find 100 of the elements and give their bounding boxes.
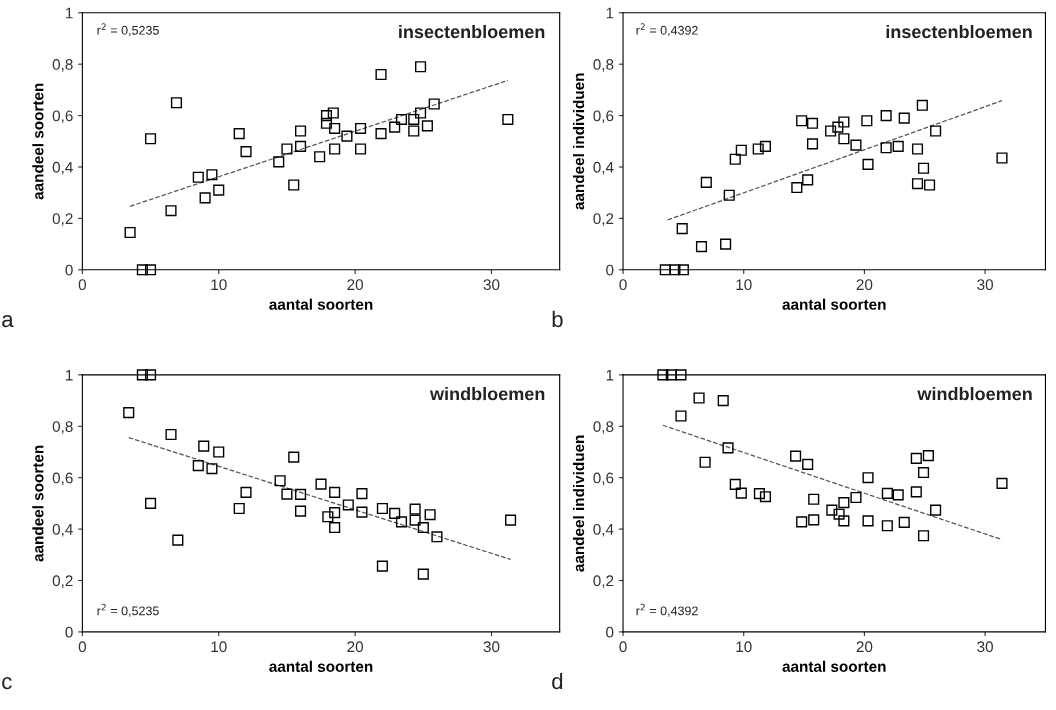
x-tick-label: 20 (347, 279, 364, 291)
point (862, 515, 874, 527)
point (233, 502, 245, 515)
point (717, 395, 729, 407)
y-tick-label: 0,2 (52, 213, 73, 226)
point (320, 110, 333, 122)
point (833, 508, 845, 520)
point (288, 451, 300, 463)
point (240, 486, 252, 498)
point (838, 497, 850, 509)
y-tick-label: 0,4 (52, 523, 73, 537)
point (723, 189, 735, 201)
point (144, 264, 157, 276)
y-tick-label: 0,2 (593, 213, 614, 226)
point (910, 486, 922, 498)
point (675, 410, 687, 422)
point (295, 125, 307, 137)
point (796, 516, 808, 528)
point (281, 488, 293, 500)
point (838, 116, 850, 128)
point (759, 491, 772, 503)
point (136, 369, 148, 381)
point (752, 143, 764, 155)
point (722, 442, 734, 454)
x-tick-label: 0 (78, 279, 87, 291)
point (735, 144, 747, 156)
point (720, 238, 732, 250)
point (389, 121, 401, 133)
point (759, 140, 772, 152)
point (192, 460, 204, 472)
point (832, 121, 844, 133)
x-tick-label: 10 (211, 279, 227, 291)
point (329, 521, 341, 534)
point (421, 120, 433, 132)
point (910, 452, 922, 464)
y-tick-label: 0 (606, 626, 614, 638)
point (735, 487, 747, 499)
x-axis-title: aantal soorten (269, 298, 373, 310)
point (320, 117, 333, 129)
point (417, 521, 429, 534)
point (700, 176, 712, 188)
point (916, 99, 928, 111)
point (376, 502, 388, 515)
point (862, 472, 874, 484)
point (898, 516, 910, 528)
annotation: windbloemen (429, 387, 545, 401)
point (198, 440, 210, 452)
point (806, 138, 819, 150)
x-tick-label: 0 (619, 279, 627, 291)
point (315, 478, 327, 490)
y-axis-title: aandeel individuen (572, 435, 585, 572)
point (802, 458, 814, 470)
point (341, 130, 353, 142)
point (428, 98, 440, 110)
point (917, 162, 930, 174)
point (213, 184, 225, 196)
point (881, 520, 893, 532)
point (409, 514, 421, 526)
point (861, 115, 873, 127)
point (665, 369, 677, 381)
point (502, 113, 514, 125)
point (881, 487, 893, 499)
point (431, 531, 443, 543)
point (917, 530, 930, 542)
point (790, 450, 802, 462)
x-tick-label: 10 (211, 641, 227, 653)
point (850, 139, 862, 151)
point (930, 504, 942, 516)
annotation: windbloemen (917, 387, 1032, 401)
point (376, 560, 388, 572)
y-tick-label: 0,4 (52, 161, 73, 175)
y-tick-label: 0 (606, 264, 614, 276)
annotation: insectenbloemen (886, 24, 1032, 39)
point (415, 107, 427, 119)
annotation: r$^{2}$ = 0,5235 (97, 603, 159, 617)
point (408, 125, 420, 137)
point (808, 493, 820, 505)
point (295, 505, 307, 517)
point (699, 456, 711, 468)
x-tick-label: 10 (736, 279, 752, 291)
point (695, 241, 708, 253)
point (274, 475, 286, 487)
point (136, 264, 148, 276)
point (322, 511, 334, 523)
point (206, 169, 218, 181)
point (898, 112, 910, 124)
point (144, 133, 157, 145)
y-tick-label: 0,8 (52, 421, 73, 434)
point (669, 264, 681, 276)
point (295, 488, 307, 500)
point (170, 97, 183, 109)
point (389, 507, 401, 519)
point (675, 369, 687, 381)
point (415, 61, 427, 73)
y-tick-label: 0 (65, 626, 73, 638)
annotation: r$^{2}$ = 0,4392 (636, 23, 698, 37)
point (996, 477, 1008, 489)
point (144, 369, 157, 381)
point (677, 264, 689, 276)
y-tick-label: 0 (65, 264, 73, 276)
